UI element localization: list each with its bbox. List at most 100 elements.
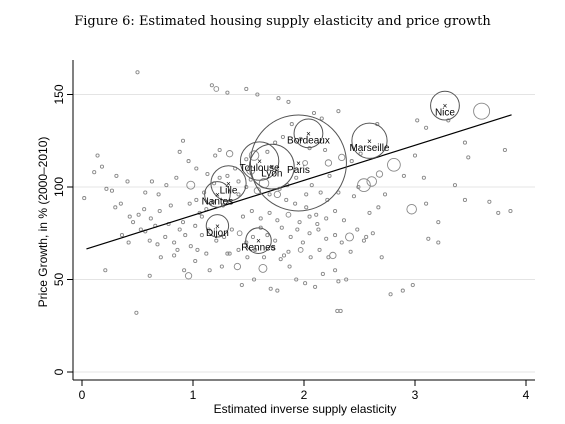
labeled-cities: ×Nice×Bordeaux ×Marseille×Toulouse×Lyon×P… [202, 90, 460, 254]
fit-line [86, 114, 512, 250]
data-point [294, 175, 299, 180]
data-point [270, 245, 275, 251]
data-point [329, 251, 337, 260]
data-point [255, 92, 260, 97]
data-point [355, 227, 360, 232]
data-point [225, 90, 230, 95]
data-point [204, 251, 209, 256]
data-point [415, 118, 420, 123]
data-point [188, 244, 193, 249]
data-point [452, 183, 458, 188]
data-point [487, 199, 492, 204]
data-point [183, 233, 188, 238]
data-point [327, 173, 332, 178]
data-point [309, 183, 314, 188]
data-point [194, 197, 199, 202]
data-point [236, 192, 241, 197]
data-point [175, 247, 180, 252]
data-point [142, 207, 147, 212]
city-cross: × [269, 163, 274, 172]
data-point [249, 208, 254, 214]
data-point [205, 171, 210, 177]
data-point [193, 258, 198, 264]
data-point [323, 147, 328, 153]
data-point [227, 251, 232, 256]
x-tick-label: 3 [412, 388, 419, 402]
city-label: Lille [220, 185, 238, 196]
data-point [304, 205, 309, 210]
data-point [236, 247, 241, 252]
city-label: Nice [435, 108, 455, 119]
city-cross: × [367, 137, 372, 146]
data-point [344, 277, 349, 282]
data-point [436, 220, 441, 225]
data-point [114, 173, 119, 178]
data-point [300, 240, 305, 245]
data-point [348, 249, 353, 254]
city-label: Nantes [202, 196, 234, 207]
data-point [284, 197, 289, 202]
data-point [99, 164, 105, 169]
data-point [82, 196, 87, 201]
data-point [148, 216, 153, 221]
data-point [406, 203, 417, 215]
data-point [293, 201, 298, 206]
data-point [214, 238, 219, 243]
data-point [281, 253, 287, 258]
data-point [294, 277, 299, 282]
x-tick-label: 0 [79, 388, 86, 402]
data-point [276, 96, 281, 101]
data-point [311, 110, 317, 116]
data-point [289, 122, 294, 127]
data-point [195, 247, 200, 252]
data-point [103, 268, 108, 273]
data-point [462, 140, 468, 145]
data-point [213, 153, 218, 158]
data-point [135, 70, 140, 75]
data-point [258, 263, 268, 273]
city-cross: × [256, 237, 261, 246]
data-point [370, 231, 375, 236]
data-point [280, 134, 285, 140]
data-point [412, 153, 418, 158]
data-point [138, 227, 143, 232]
data-point [326, 255, 331, 260]
data-point [233, 262, 242, 271]
data-point [267, 192, 272, 197]
data-point [356, 184, 361, 190]
city-bubble [204, 181, 231, 208]
data-point [339, 240, 344, 245]
data-point [225, 251, 230, 256]
data-point [210, 199, 216, 204]
data-point [225, 173, 230, 178]
data-point [168, 203, 173, 208]
city-marker: ×Dijon [205, 214, 230, 239]
city-label: Marseille [349, 143, 389, 154]
data-point [109, 188, 115, 193]
data-point [217, 147, 222, 153]
data-point [250, 234, 255, 239]
data-point [302, 160, 308, 166]
data-point [279, 225, 284, 230]
y-tick-label: 50 [52, 273, 66, 287]
data-point [172, 253, 177, 258]
data-point [248, 150, 260, 161]
data-point [462, 197, 468, 202]
data-point [258, 216, 263, 221]
city-cross: × [443, 102, 448, 111]
data-point [186, 180, 196, 190]
data-point [320, 271, 325, 277]
city-marker: ×Paris [249, 114, 347, 212]
data-point [180, 220, 186, 225]
data-point [265, 149, 270, 154]
data-point [307, 231, 312, 236]
city-label: Dijon [206, 228, 229, 239]
data-point [194, 166, 199, 171]
data-point [308, 255, 313, 260]
data-point [466, 155, 471, 160]
data-point [297, 220, 302, 225]
data-point [158, 255, 163, 260]
data-point [361, 238, 366, 243]
data-point [508, 208, 513, 214]
city-label: Bordeaux [287, 135, 330, 146]
